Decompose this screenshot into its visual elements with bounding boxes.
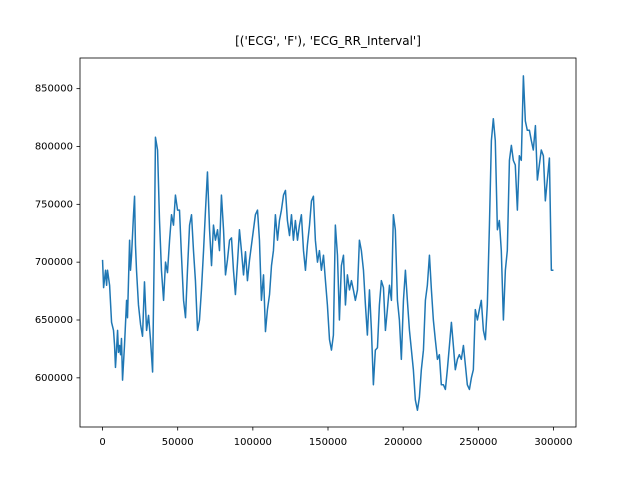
data-line [101, 75, 554, 411]
y-tick-label: 700000 [35, 257, 73, 268]
x-tick-label: 250000 [459, 437, 497, 448]
chart-title: [('ECG', 'F'), 'ECG_RR_Interval'] [235, 34, 421, 48]
y-tick-label: 800000 [35, 141, 73, 152]
x-tick-label: 0 [99, 437, 105, 448]
x-tick-label: 50000 [162, 437, 194, 448]
y-tick-label: 750000 [35, 199, 73, 210]
y-tick-label: 600000 [35, 373, 73, 384]
y-tick-label: 850000 [35, 84, 73, 95]
x-tick-label: 100000 [234, 437, 272, 448]
x-tick-label: 150000 [309, 437, 347, 448]
x-tick-label: 200000 [384, 437, 422, 448]
plot-area [101, 75, 554, 411]
x-tick-label: 300000 [534, 437, 572, 448]
y-tick-label: 650000 [35, 315, 73, 326]
